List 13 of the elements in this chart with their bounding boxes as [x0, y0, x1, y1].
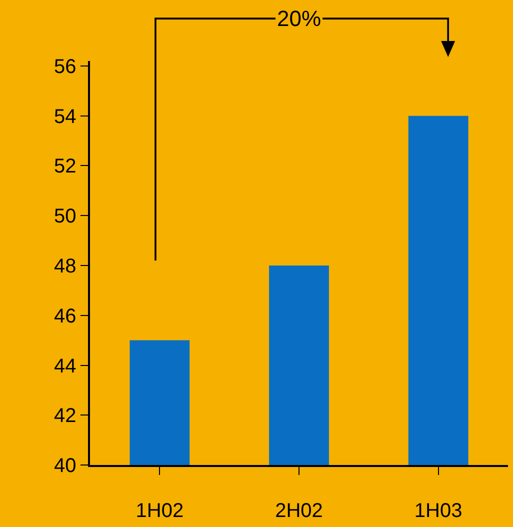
- y-tick-label: 50: [54, 206, 76, 228]
- y-tick-label: 54: [54, 106, 76, 128]
- text: 20%: [277, 6, 322, 31]
- x-tick-label: 1H03: [414, 500, 462, 522]
- y-tick-label: 52: [54, 156, 76, 178]
- y-tick-label: 40: [54, 455, 76, 477]
- y-tick-label: 44: [54, 355, 76, 378]
- y-tick-label: 56: [54, 56, 76, 78]
- y-tick-label: 46: [54, 305, 76, 328]
- y-tick-label: 48: [54, 255, 76, 278]
- x-tick-label: 1H02: [136, 500, 184, 522]
- x-tick-label: 2H02: [275, 500, 323, 522]
- y-tick-label: 42: [54, 405, 76, 428]
